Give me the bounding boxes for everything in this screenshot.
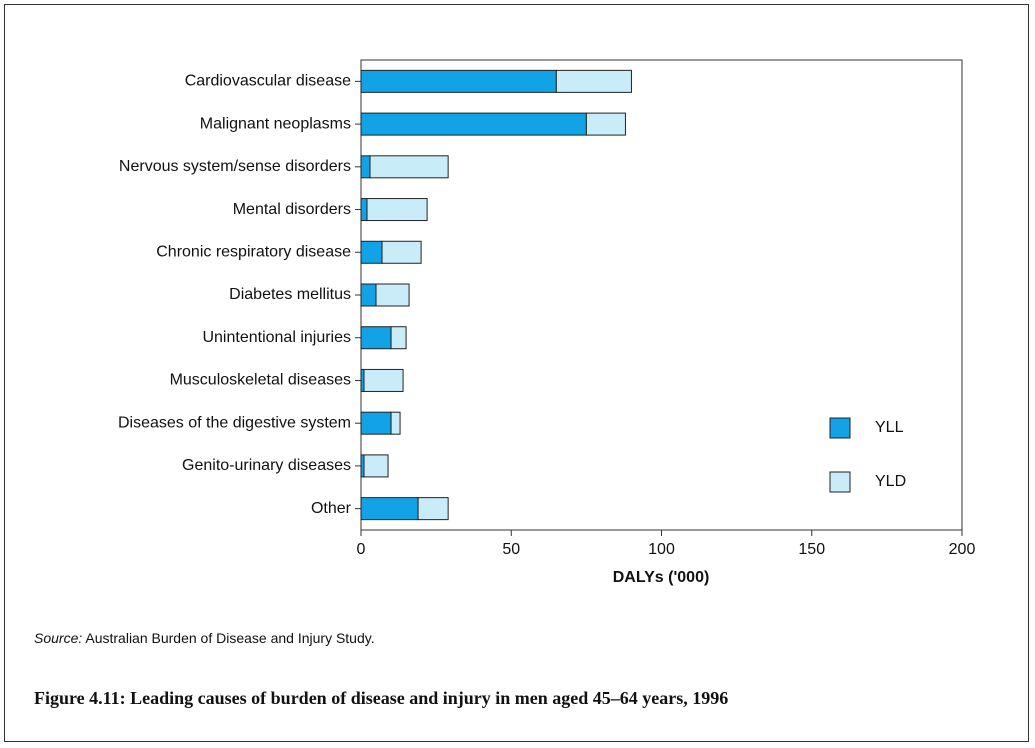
bar-segment	[390, 411, 401, 435]
bar-segment	[363, 454, 389, 478]
bar-segment	[360, 240, 383, 264]
y-tick-label: Diabetes mellitus	[229, 286, 351, 303]
caption: Figure 4.11: Leading causes of burden of…	[34, 688, 729, 708]
source: Source: Australian Burden of Disease and…	[34, 630, 375, 646]
bar-segment	[360, 112, 587, 136]
bar-segment	[360, 198, 368, 222]
bar-segment	[360, 497, 419, 521]
bar-segment	[360, 411, 392, 435]
bar-segment	[585, 112, 626, 136]
x-axis-title: DALYs ('000)	[613, 569, 710, 586]
bar-segment	[363, 368, 404, 392]
y-tick-label: Mental disorders	[233, 201, 351, 218]
y-tick-label: Unintentional injuries	[202, 329, 351, 346]
bar-segment	[360, 69, 557, 93]
y-tick-label: Cardiovascular disease	[185, 73, 351, 90]
y-tick-label: Other	[311, 500, 352, 517]
y-tick-label: Nervous system/sense disorders	[119, 158, 351, 175]
bar-segment	[381, 240, 422, 264]
legend-swatch	[829, 471, 851, 493]
legend-label: YLL	[875, 419, 904, 436]
bar-segment	[390, 326, 407, 350]
y-tick-label: Chronic respiratory disease	[156, 243, 351, 260]
y-tick-label: Malignant neoplasms	[200, 115, 351, 132]
source-label: Source:	[34, 630, 83, 646]
legend-label: YLD	[875, 473, 906, 490]
x-tick-label: 150	[798, 541, 825, 558]
legend-swatch	[829, 417, 851, 439]
frame	[4, 4, 1029, 742]
x-tick-label: 50	[502, 541, 520, 558]
x-tick-label: 100	[648, 541, 675, 558]
bar-segment	[360, 155, 371, 179]
source-text: Australian Burden of Disease and Injury …	[82, 630, 375, 646]
bar-segment	[375, 283, 410, 307]
bar-segment	[366, 198, 428, 222]
bar-segment	[417, 497, 449, 521]
y-tick-label: Diseases of the digestive system	[118, 414, 351, 431]
bar-segment	[555, 69, 632, 93]
bar-segment	[360, 283, 377, 307]
bar-segment	[369, 155, 449, 179]
y-tick-label: Musculoskeletal diseases	[170, 372, 351, 389]
y-tick-label: Genito-urinary diseases	[182, 457, 351, 474]
x-tick-label: 0	[357, 541, 366, 558]
bar-segment	[360, 326, 392, 350]
x-tick-label: 200	[949, 541, 976, 558]
